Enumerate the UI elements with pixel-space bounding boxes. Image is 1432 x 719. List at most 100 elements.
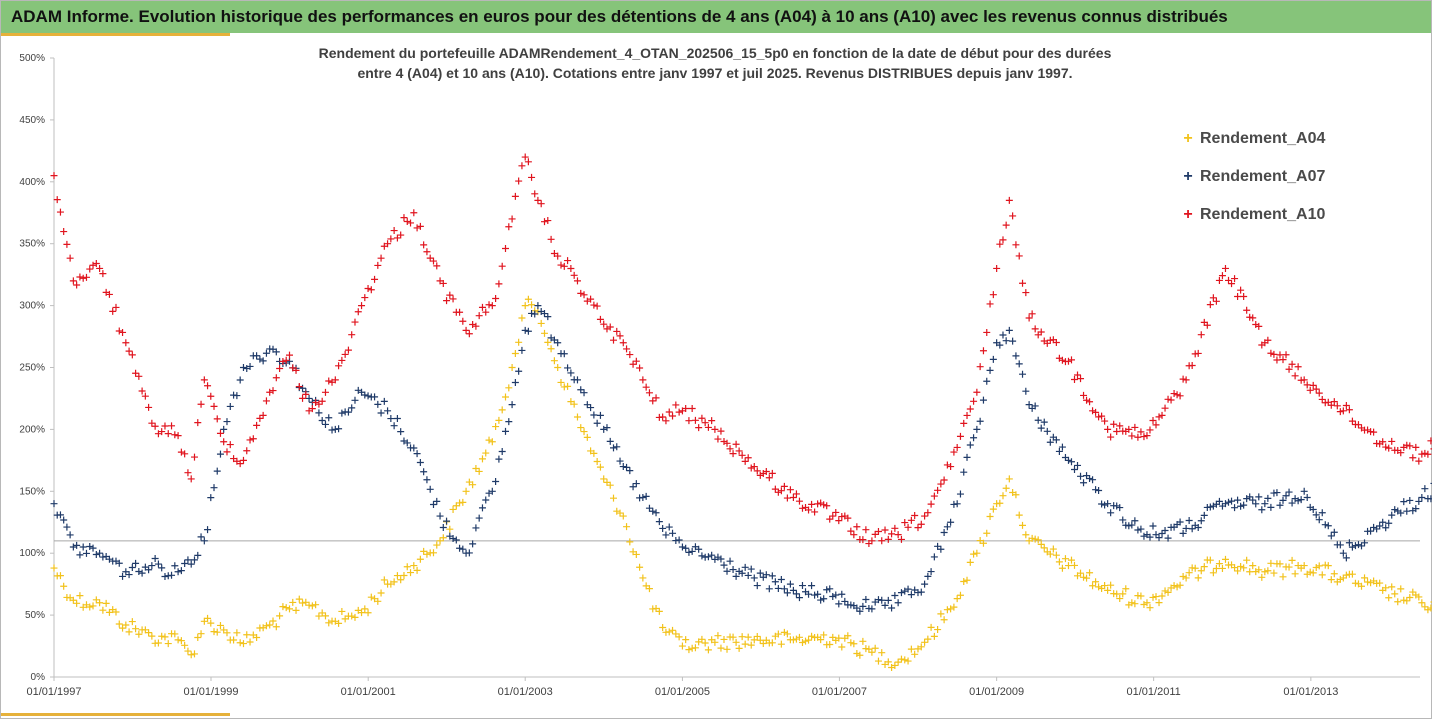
series-rendement-a07-point [518,346,526,354]
series-rendement-a07-point [841,597,849,605]
series-rendement-a10-point [729,450,737,458]
series-rendement-a07-point [884,596,892,604]
series-rendement-a07-point [587,404,595,412]
series-rendement-a04-point [1212,565,1220,573]
series-rendement-a10-point [99,270,107,278]
series-rendement-a04-point [286,605,293,613]
series-rendement-a04-point [1364,578,1372,586]
series-rendement-a07-point [924,572,932,580]
series-rendement-a04-point [439,534,447,542]
series-rendement-a10-point [723,439,731,447]
series-rendement-a10-point [475,312,483,320]
series-rendement-a10-point [1237,286,1245,294]
series-rendement-a10-point [1152,421,1160,429]
series-rendement-a07-point [963,453,971,461]
chart-title-line-1: Rendement du portefeuille ADAMRendement_… [318,45,1112,61]
series-rendement-a04-point [1406,593,1414,601]
y-tick-label: 0% [31,672,46,683]
series-rendement-a04-point [236,639,244,647]
series-rendement-a04-point [750,636,758,644]
series-rendement-a10-point [691,416,699,424]
series-rendement-a04-point [596,463,604,471]
series-rendement-a10-point [1037,328,1045,336]
series-rendement-a04-point [960,577,968,585]
series-rendement-a04-point [115,620,123,628]
x-tick-label: 01/01/2009 [969,686,1024,698]
x-tick-label: 01/01/2007 [812,686,867,698]
series-rendement-a04-point [735,644,743,652]
series-rendement-a10-point [1052,338,1060,346]
series-rendement-a07-point [1231,504,1239,512]
series-rendement-a07-point [443,517,451,525]
series-rendement-a10-point [325,377,333,385]
series-rendement-a04-point [253,633,261,641]
series-rendement-a04-point [573,413,581,421]
series-rendement-a04-point [777,640,785,648]
series-rendement-a04-point [73,599,81,607]
series-rendement-a04-point [986,512,994,520]
series-rendement-a10-point [1031,325,1039,333]
series-rendement-a10-point [403,217,411,225]
series-rendement-a07-point [171,562,179,570]
series-rendement-a10-point [717,427,725,435]
series-rendement-a04-point [1300,562,1308,570]
series-rendement-a10-point [616,332,624,340]
series-rendement-a04-point [835,634,843,642]
series-rendement-a04-point [508,364,516,371]
series-rendement-a07-point [756,569,764,577]
series-rendement-a04-point [580,428,588,436]
series-rendement-a10-point [1294,363,1302,371]
series-rendement-a04-point [495,416,503,424]
series-rendement-a07-point [236,376,244,384]
series-rendement-a10-point [1246,313,1254,321]
series-rendement-a10-point [63,240,71,248]
series-rendement-a10-point [1209,294,1217,302]
series-rendement-a04-point [1012,491,1020,499]
series-rendement-a04-point [1285,563,1293,571]
series-rendement-a04-point [449,505,457,513]
series-rendement-a07-point [577,386,585,394]
series-rendement-a07-point [511,379,519,386]
series-rendement-a04-point [207,619,215,627]
series-rendement-a10-point [115,327,123,335]
series-rendement-a04-point [1113,590,1121,598]
series-rendement-a04-point [564,382,572,390]
series-rendement-a04-point [789,636,797,644]
series-rendement-a04-point [1288,556,1296,564]
series-rendement-a07-point [832,591,840,599]
series-rendement-a10-point [1131,423,1139,431]
series-rendement-a10-point [665,408,673,416]
series-rendement-a07-point [1043,427,1051,435]
series-rendement-a10-point [1303,381,1311,389]
series-rendement-a04-point [1342,571,1350,579]
series-rendement-a10-point [135,372,143,380]
series-rendement-a10-point [413,224,421,232]
series-rendement-a10-point [580,291,588,299]
series-rendement-a07-point [632,480,640,488]
series-rendement-a10-point [826,515,834,523]
series-rendement-a07-point [86,542,94,550]
series-rendement-a07-point [1379,518,1387,526]
y-tick-label: 400% [19,177,45,188]
series-rendement-a10-point [943,461,951,469]
series-rendement-a10-point [518,162,526,170]
series-rendement-a10-point [1064,357,1072,365]
series-rendement-a07-point [315,409,323,417]
series-rendement-a07-point [652,509,660,517]
series-rendement-a10-point [76,273,84,281]
series-rendement-a10-point [1427,437,1432,445]
series-rendement-a10-point [364,285,372,293]
series-rendement-a10-point [850,531,858,539]
series-rendement-a04-point [1324,562,1332,570]
series-rendement-a07-point [805,590,813,598]
series-rendement-a07-point [853,604,861,612]
series-rendement-a10-point [367,286,375,294]
series-rendement-a04-point [358,609,366,617]
series-rendement-a07-point [1370,523,1378,531]
series-rendement-a10-point [358,302,366,310]
series-rendement-a10-point [272,374,280,382]
series-rendement-a07-point [1373,525,1381,533]
series-rendement-a10-point [989,291,997,299]
series-rendement-a04-point [1015,511,1023,519]
y-tick-label: 500% [19,53,45,64]
